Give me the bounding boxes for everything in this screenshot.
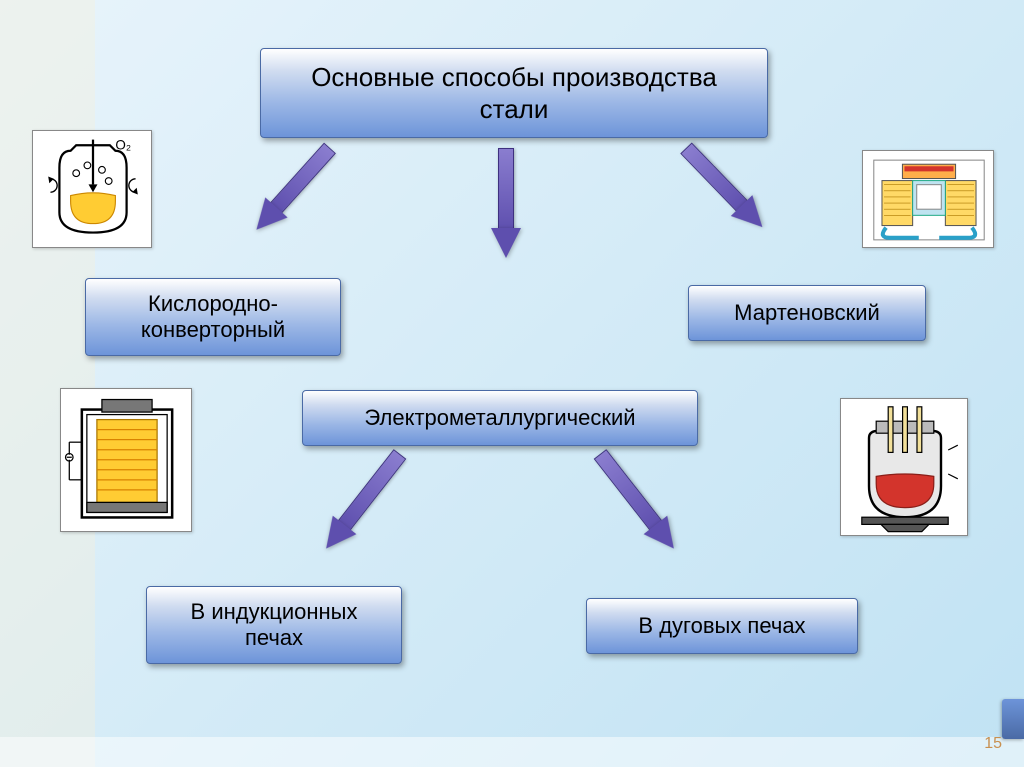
arc-box: В дуговых печах [586, 598, 858, 654]
martin-box: Мартеновский [688, 285, 926, 341]
induction-furnace-diagram [60, 388, 192, 532]
page-edge-bottom [0, 737, 1024, 767]
title-box: Основные способы производствастали [260, 48, 768, 138]
page-edge-left [0, 0, 95, 767]
page-number: 15 [984, 735, 1002, 753]
oxygen-box: Кислородно-конверторный [85, 278, 341, 356]
martin-text: Мартеновский [734, 300, 880, 326]
converter-diagram: O₂ [32, 130, 152, 248]
induction-text: В индукционныхпечах [191, 599, 358, 652]
arc-furnace-diagram [840, 398, 968, 536]
open-hearth-diagram [862, 150, 994, 248]
corner-tab [1002, 699, 1024, 739]
oxygen-text: Кислородно-конверторный [141, 291, 285, 344]
svg-text:O₂: O₂ [115, 138, 131, 153]
title-text: Основные способы производствастали [311, 61, 717, 126]
electro-box: Электрометаллургический [302, 390, 698, 446]
induction-box: В индукционныхпечах [146, 586, 402, 664]
arc-text: В дуговых печах [638, 613, 805, 639]
electro-text: Электрометаллургический [364, 405, 635, 431]
